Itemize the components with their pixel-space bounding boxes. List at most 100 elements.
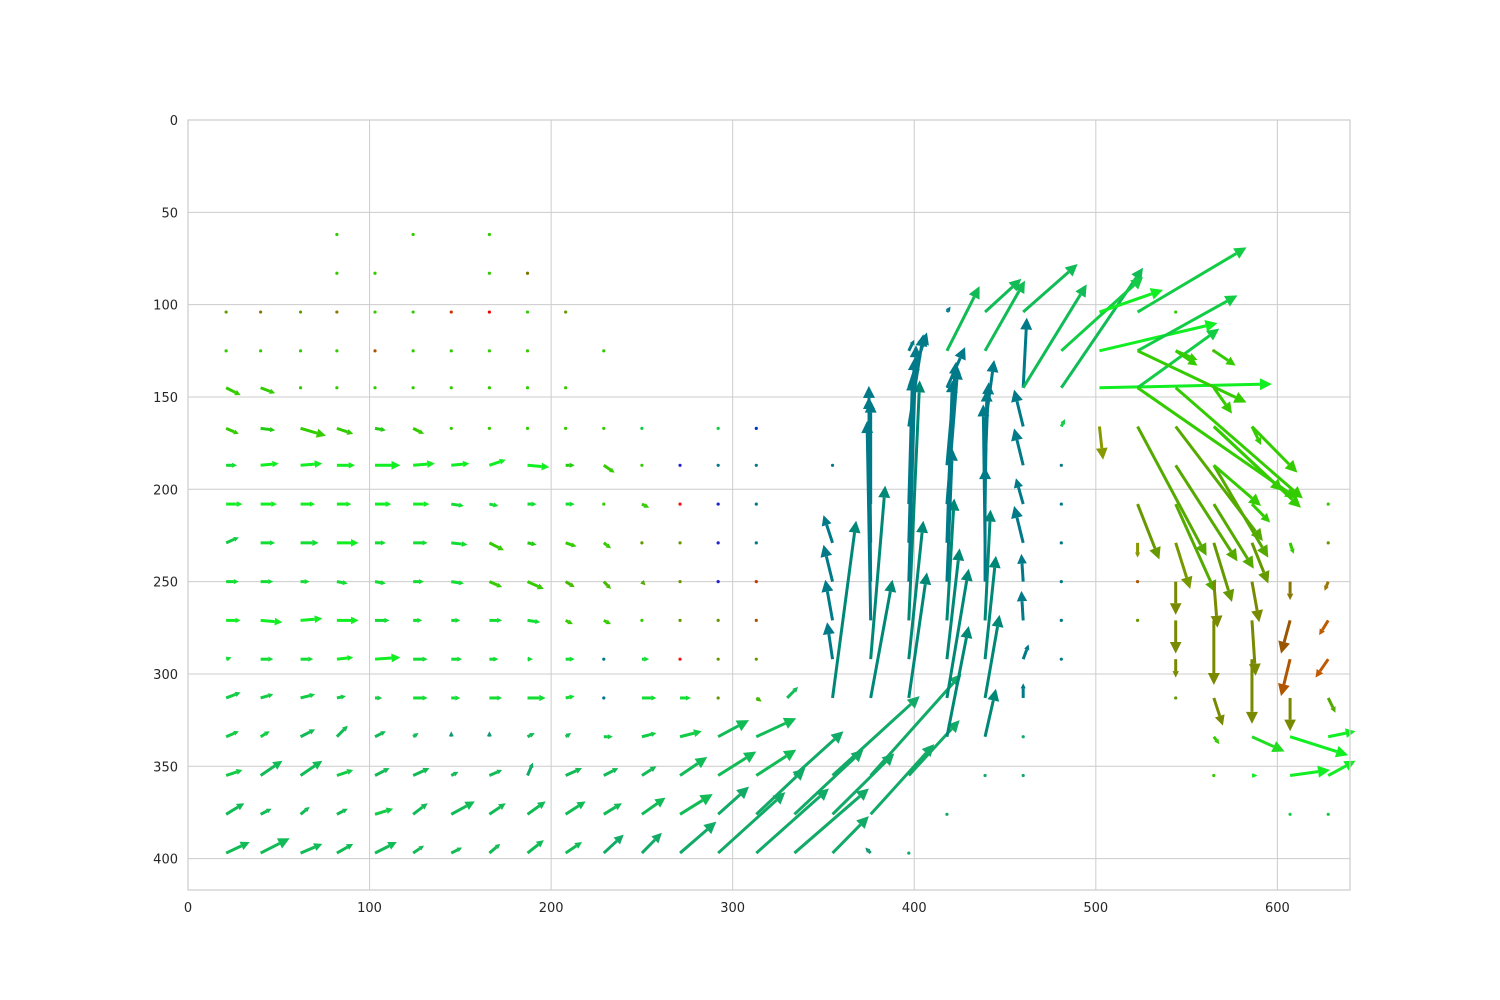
vector-arrow bbox=[413, 695, 428, 701]
arrow-head bbox=[423, 501, 430, 507]
vector-dot bbox=[754, 580, 758, 584]
arrow-head bbox=[235, 803, 245, 811]
arrow-shaft bbox=[1251, 735, 1275, 748]
vector-dot bbox=[1059, 541, 1063, 545]
vector-dot bbox=[373, 271, 377, 275]
arrow-head bbox=[569, 656, 575, 662]
vector-arrow bbox=[1289, 765, 1331, 778]
vector-arrow bbox=[1095, 426, 1108, 460]
arrow-head bbox=[919, 572, 932, 586]
vector-arrow bbox=[1207, 620, 1220, 686]
arrow-head bbox=[735, 720, 750, 732]
arrow-head bbox=[496, 769, 503, 775]
arrow-shaft bbox=[259, 809, 268, 816]
vector-arrow bbox=[564, 580, 575, 588]
arrow-shaft bbox=[1099, 324, 1207, 353]
arrow-shaft bbox=[260, 618, 275, 624]
vector-arrow bbox=[602, 803, 622, 816]
vector-dot bbox=[411, 310, 415, 314]
arrow-head bbox=[418, 429, 425, 434]
arrow-head bbox=[391, 653, 401, 663]
arrow-shaft bbox=[1212, 425, 1276, 485]
vector-arrow bbox=[300, 460, 323, 468]
vector-arrow bbox=[488, 580, 503, 588]
vector-arrow bbox=[413, 460, 435, 468]
arrow-head bbox=[497, 617, 503, 623]
vector-dot bbox=[678, 618, 682, 623]
arrow-shaft bbox=[299, 808, 307, 816]
arrow-head bbox=[960, 568, 973, 582]
arrow-shaft bbox=[450, 772, 455, 777]
arrow-head bbox=[1343, 760, 1356, 771]
vector-dot bbox=[678, 502, 682, 506]
arrow-head bbox=[1259, 378, 1272, 391]
vector-dot bbox=[335, 271, 339, 275]
vector-dot bbox=[411, 386, 415, 390]
arrow-head bbox=[694, 757, 708, 769]
vector-arrow bbox=[300, 426, 326, 438]
arrow-head bbox=[565, 733, 572, 738]
arrow-shaft bbox=[374, 580, 382, 585]
arrow-shaft bbox=[945, 357, 962, 389]
arrow-shaft bbox=[983, 521, 992, 621]
vector-dot bbox=[564, 426, 568, 430]
vector-arrow bbox=[755, 788, 829, 855]
vector-arrow bbox=[451, 656, 463, 662]
vector-arrow bbox=[260, 501, 277, 507]
vector-arrow bbox=[983, 688, 1000, 738]
arrow-head bbox=[1324, 585, 1329, 591]
arrow-shaft bbox=[867, 850, 872, 855]
arrow-head bbox=[385, 501, 392, 507]
arrow-head bbox=[387, 841, 397, 850]
arrow-head bbox=[906, 696, 920, 709]
vector-arrow bbox=[226, 579, 239, 585]
vector-dot bbox=[564, 386, 568, 390]
vector-arrow bbox=[945, 548, 965, 660]
arrow-shaft bbox=[300, 426, 318, 435]
y-tick-label: 350 bbox=[153, 760, 178, 775]
arrow-head bbox=[815, 788, 829, 801]
vector-arrow bbox=[1021, 644, 1030, 660]
arrow-head bbox=[422, 540, 428, 546]
vector-dot bbox=[1326, 812, 1330, 816]
arrow-head bbox=[576, 801, 586, 810]
arrow-head bbox=[1250, 527, 1263, 542]
arrow-shaft bbox=[755, 696, 759, 701]
arrow-shaft bbox=[983, 567, 997, 660]
arrow-head bbox=[1020, 317, 1033, 330]
vector-arrow bbox=[1169, 581, 1182, 615]
x-tick-label: 600 bbox=[1265, 901, 1290, 916]
arrow-shaft bbox=[1282, 658, 1292, 685]
arrow-shaft bbox=[869, 752, 928, 816]
vector-arrow bbox=[336, 616, 359, 625]
arrow-shaft bbox=[831, 760, 887, 816]
arrow-shaft bbox=[602, 805, 617, 816]
vector-dot bbox=[602, 426, 606, 430]
vector-arrow bbox=[413, 540, 428, 546]
vector-arrow bbox=[413, 617, 423, 623]
arrow-head bbox=[782, 749, 797, 762]
arrow-head bbox=[909, 339, 915, 346]
vector-arrow bbox=[300, 656, 314, 662]
arrow-head bbox=[458, 580, 464, 586]
arrow-shaft bbox=[260, 462, 273, 467]
arrow-head bbox=[1075, 284, 1087, 298]
vector-arrow bbox=[375, 540, 386, 546]
arrow-head bbox=[233, 730, 239, 736]
vector-arrow bbox=[489, 656, 499, 662]
arrow-shaft bbox=[488, 805, 501, 816]
arrow-shaft bbox=[945, 296, 976, 352]
arrow-shaft bbox=[717, 756, 747, 777]
arrow-shaft bbox=[679, 828, 709, 855]
vector-dot bbox=[754, 657, 758, 661]
arrow-head bbox=[268, 656, 274, 662]
vector-arrow bbox=[717, 720, 750, 739]
arrow-head bbox=[310, 501, 316, 507]
arrow-head bbox=[1020, 683, 1026, 689]
arrow-head bbox=[571, 542, 577, 548]
arrow-shaft bbox=[451, 502, 460, 507]
vector-arrow bbox=[983, 614, 1004, 699]
arrow-shaft bbox=[1021, 329, 1028, 388]
vector-arrow bbox=[1288, 542, 1295, 554]
arrow-shaft bbox=[755, 795, 821, 855]
